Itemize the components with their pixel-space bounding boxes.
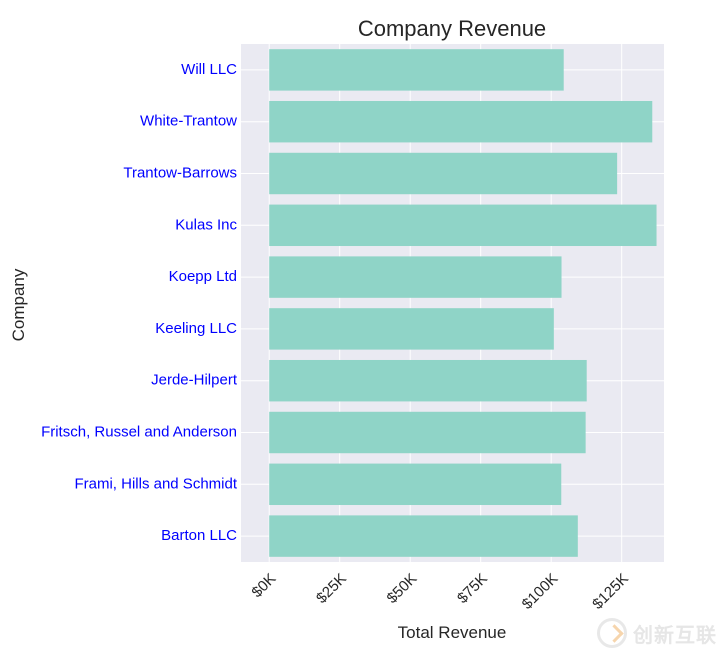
bar (269, 308, 554, 350)
watermark: 创新互联 (597, 613, 717, 653)
y-tick-label: Frami, Hills and Schmidt (74, 475, 237, 492)
y-tick-label: Trantow-Barrows (123, 164, 237, 181)
y-tick-label: Will LLC (181, 61, 237, 78)
x-tick-label: $75K (454, 570, 491, 607)
chart-title: Company Revenue (358, 16, 546, 41)
x-tick-label: $50K (384, 570, 421, 607)
y-tick-label: White-Trantow (140, 113, 237, 130)
x-tick-label: $100K (519, 570, 562, 613)
y-tick-label: Kulas Inc (175, 216, 237, 233)
x-axis-label: Total Revenue (398, 623, 507, 642)
y-tick-label: Fritsch, Russel and Anderson (41, 423, 237, 440)
y-tick-labels: Barton LLC Frami, Hills and Schmidt Fritsc… (41, 61, 238, 544)
x-tick-label: $25K (313, 570, 350, 607)
y-tick-label: Keeling LLC (155, 320, 237, 337)
bar (269, 463, 562, 506)
bar (269, 411, 586, 454)
x-tick-label: $0K (248, 570, 279, 601)
y-tick-label: Jerde-Hilpert (151, 372, 238, 389)
y-axis-label: Company (9, 268, 28, 341)
bars (269, 49, 657, 557)
bar (269, 256, 562, 298)
bar (269, 359, 587, 402)
bar (269, 515, 578, 557)
brand-logo-icon (597, 618, 627, 648)
y-tick-label: Barton LLC (161, 527, 237, 544)
bar (269, 152, 618, 195)
x-tick-labels: $0K $25K $50K $75K $100K $125K (248, 570, 631, 613)
watermark-text: 创新互联 (633, 622, 717, 647)
y-tick-label: Koepp Ltd (169, 268, 237, 285)
bar (269, 49, 564, 91)
bar (269, 204, 657, 247)
bar (269, 100, 653, 143)
x-tick-label: $125K (589, 570, 632, 613)
